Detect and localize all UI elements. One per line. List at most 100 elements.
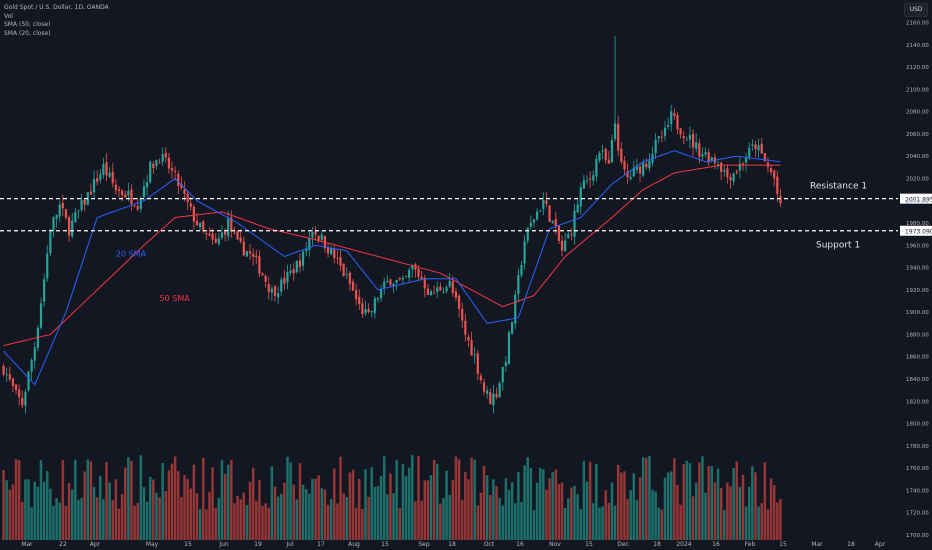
candle-body (361, 303, 364, 315)
volume-bar (560, 482, 564, 540)
currency-button[interactable]: USD (904, 3, 928, 17)
volume-bar (404, 476, 408, 540)
moving-averages (3, 150, 781, 386)
candle-body (317, 235, 320, 241)
candle-body (716, 164, 720, 165)
candle-body (298, 260, 302, 268)
candle-body (114, 184, 117, 191)
volume-bar (744, 506, 748, 540)
candle-body (573, 210, 576, 237)
candle-body (560, 240, 564, 251)
candle-body (33, 347, 36, 361)
volume-bar (217, 497, 221, 540)
volume-bar (579, 509, 583, 540)
x-tick-label: Feb (745, 541, 756, 548)
volume-bar (370, 467, 373, 540)
candle-body (217, 238, 220, 244)
candle-body (373, 298, 376, 313)
volume-bar (648, 455, 651, 540)
volume-bar (445, 470, 448, 540)
candle-body (61, 202, 64, 209)
candle-body (688, 134, 692, 140)
candle-body (339, 257, 342, 266)
candle-body (498, 383, 501, 398)
candle-body (735, 171, 738, 173)
volume-bar (729, 486, 732, 540)
volume-bar (551, 472, 554, 540)
candle-body (2, 366, 5, 375)
chart-legend: Gold Spot / U.S. Dollar, 1D, OANDA Vol S… (4, 4, 109, 38)
volume-bar (208, 491, 211, 540)
candle-body (682, 135, 685, 139)
volume-bar (769, 478, 773, 540)
y-tick-label: 1740.00 (906, 488, 929, 494)
volume-bar (379, 475, 383, 540)
candle-body (386, 280, 389, 283)
candle-body (529, 222, 532, 227)
volume-bar (407, 467, 411, 540)
volume-bar (99, 475, 102, 540)
volume-bar (189, 488, 193, 540)
y-tick-label: 1700.00 (906, 533, 929, 539)
volume-bar (267, 507, 271, 540)
candle-body (642, 162, 645, 176)
x-tick-label: 22 (59, 541, 67, 548)
candle-body (255, 255, 258, 258)
candle-body (545, 200, 548, 204)
volume-bar (451, 479, 455, 540)
volume-bar (741, 474, 745, 540)
candle-body (105, 162, 108, 176)
volume-bar (223, 473, 227, 540)
candle-body (108, 172, 111, 177)
volume-bar (357, 478, 361, 540)
x-tick-label: Jul (285, 541, 294, 548)
candle-body (111, 171, 114, 184)
candle-body (592, 175, 595, 181)
candle-body (330, 248, 333, 255)
candle-body (80, 200, 83, 210)
volume-bar (613, 505, 617, 540)
candle-body (457, 295, 461, 309)
candle-body (27, 371, 30, 391)
candle-body (117, 189, 121, 191)
candle-body (657, 136, 660, 139)
volume-bar (251, 467, 255, 540)
volume-bar (242, 492, 246, 540)
candle-body (745, 157, 748, 163)
volume-bar (588, 461, 592, 540)
volume-bar (779, 498, 782, 540)
volume-bar (376, 486, 380, 540)
volume-bar (663, 477, 667, 540)
candle-body (763, 153, 766, 161)
volume-bar (423, 480, 427, 540)
volume-bar (389, 473, 392, 540)
volume-bar (14, 459, 18, 540)
candle-body (392, 283, 395, 287)
volume-bar (513, 503, 517, 540)
candle-body (470, 340, 473, 356)
volume-bar (482, 465, 486, 540)
candle-body (177, 173, 180, 186)
volume-bar (24, 479, 27, 540)
volume-bar (245, 505, 249, 540)
y-tick-label: 1800.00 (906, 422, 929, 428)
candle-body (395, 279, 398, 283)
volume-bar (682, 464, 685, 540)
volume-bar (292, 484, 295, 540)
candle-body (501, 366, 504, 383)
candle-body (476, 353, 479, 374)
y-tick-label: 1860.00 (906, 355, 929, 361)
candle-body (570, 234, 573, 235)
volume-bar (772, 485, 776, 540)
sma-50-line (3, 164, 781, 347)
volume-bar (694, 482, 698, 540)
volume-bar (361, 509, 364, 540)
volume-bar (345, 497, 349, 540)
candle-body (551, 220, 554, 224)
indicator-sma-50: SMA (50, close) (4, 21, 51, 28)
volume-bar (398, 508, 402, 540)
volume-bar (142, 487, 146, 540)
candle-body (679, 128, 682, 135)
candle-body (320, 234, 323, 240)
